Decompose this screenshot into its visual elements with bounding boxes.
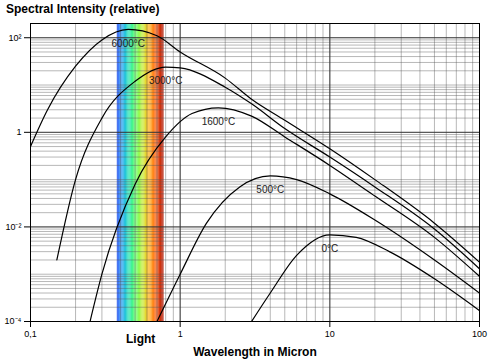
svg-text:1600°C: 1600°C [202, 116, 235, 127]
svg-text:Wavelength in Micron: Wavelength in Micron [193, 345, 317, 359]
svg-text:1: 1 [16, 127, 21, 137]
svg-text:10⁻⁴: 10⁻⁴ [5, 316, 22, 326]
svg-text:3000°C: 3000°C [149, 75, 182, 86]
svg-text:500°C: 500°C [256, 184, 284, 195]
svg-text:100: 100 [472, 329, 487, 339]
svg-text:10⁻²: 10⁻² [5, 222, 21, 232]
svg-text:Light: Light [126, 332, 155, 346]
svg-text:6000°C: 6000°C [112, 38, 145, 49]
svg-text:0°C: 0°C [321, 243, 338, 254]
svg-text:10²: 10² [8, 33, 21, 43]
svg-text:1: 1 [178, 329, 183, 339]
html-text:Spectral Intensity (relative): Spectral Intensity (relative) [6, 2, 160, 16]
svg-text:0,1: 0,1 [24, 329, 37, 339]
svg-text:10: 10 [325, 329, 335, 339]
